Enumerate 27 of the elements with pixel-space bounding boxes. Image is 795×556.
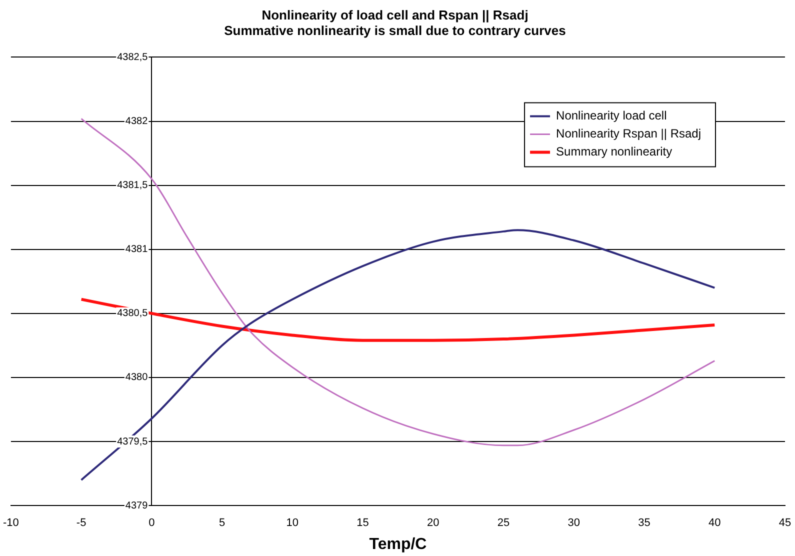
y-tick-label: 4380,5 [117, 308, 148, 320]
x-axis-title: Temp/C [369, 536, 428, 553]
x-tick-label: 45 [778, 517, 792, 530]
y-tick-label: 4381,5 [117, 180, 148, 192]
y-tick-label: 4381 [125, 244, 148, 256]
legend-label: Summary nonlinearity [556, 144, 672, 159]
x-tick-label: 35 [638, 517, 650, 530]
x-tick-label: -10 [2, 517, 19, 530]
x-tick-label: 0 [148, 517, 155, 530]
legend-label: Nonlinearity load cell [556, 108, 667, 123]
x-tick-label: 10 [286, 517, 299, 530]
y-tick-label: 4379,5 [117, 436, 148, 448]
line-series [80, 229, 716, 481]
legend-label: Nonlinearity Rspan || Rsadj [556, 126, 701, 141]
x-tick-label: 20 [427, 517, 440, 530]
y-tick-label: 4379 [125, 500, 148, 512]
y-tick-label: 4382 [125, 116, 148, 128]
x-tick-label: 40 [708, 517, 721, 530]
y-tick-label: 4380 [125, 372, 148, 384]
line-series [80, 298, 716, 342]
chart-title: Nonlinearity of load cell and Rspan || Rsadj Summative nonlinearity is small due to contrary curves [224, 7, 566, 38]
y-tick-label: 4382,5 [117, 52, 148, 63]
x-tick-label: 15 [356, 517, 369, 530]
x-tick-label: 5 [218, 517, 226, 530]
x-tick-label: 30 [568, 517, 580, 530]
x-tick-label: -5 [76, 517, 86, 530]
x-tick-label: 25 [497, 517, 510, 530]
